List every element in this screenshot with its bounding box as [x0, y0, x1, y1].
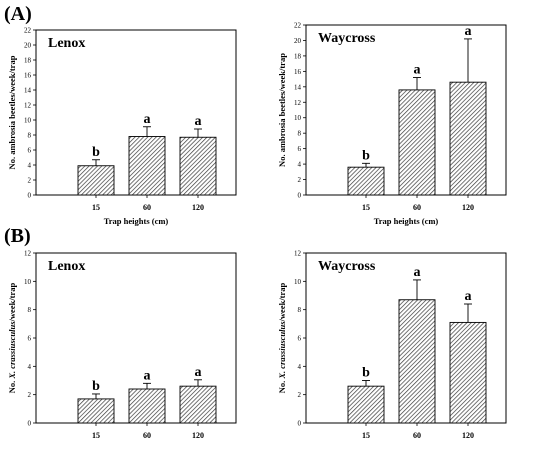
chart-title: Lenox	[48, 36, 85, 51]
y-tick-label: 6	[28, 335, 32, 343]
y-tick-label: 20	[24, 42, 32, 50]
bar	[179, 136, 217, 196]
y-tick-label: 2	[28, 177, 32, 185]
significance-label: a	[144, 112, 151, 127]
y-tick-label: 12	[24, 250, 32, 258]
bar	[128, 388, 166, 424]
x-axis-label: Trap heights (cm)	[104, 216, 169, 226]
bar	[179, 385, 217, 424]
significance-label: b	[92, 379, 100, 394]
y-tick-label: 2	[28, 391, 32, 399]
y-tick-label: 10	[24, 278, 32, 286]
chart-2: 0 2 4 6 8 10 12 14 16 18 20 22 b 15 a 60 a 120 Waycross No.…	[277, 22, 507, 226]
y-tick-label: 12	[294, 250, 302, 258]
y-tick-label: 14	[24, 87, 32, 95]
y-tick-label: 12	[294, 99, 302, 107]
bar	[77, 165, 115, 196]
y-tick-label: 0	[298, 420, 302, 428]
y-tick-label: 2	[298, 391, 302, 399]
x-tick-label: 15	[362, 203, 370, 212]
y-tick-label: 0	[28, 420, 32, 428]
bar	[449, 321, 487, 424]
bar	[398, 89, 436, 196]
significance-label: a	[195, 114, 202, 129]
y-axis-label: No. X. crassiusculus/week/trap	[7, 282, 17, 393]
y-tick-label: 0	[28, 192, 32, 200]
y-tick-label: 4	[28, 363, 32, 371]
panel-label-a: (A)	[4, 3, 32, 25]
y-tick-label: 6	[298, 145, 302, 153]
x-tick-label: 120	[192, 203, 204, 212]
chart-title: Lenox	[48, 259, 85, 274]
bar	[77, 398, 115, 424]
y-tick-label: 20	[294, 37, 302, 45]
y-tick-label: 8	[298, 130, 302, 138]
x-tick-label: 60	[413, 431, 421, 440]
significance-label: b	[362, 148, 370, 163]
bar	[398, 299, 436, 424]
panel-label-b: (B)	[4, 225, 31, 247]
y-tick-label: 14	[294, 83, 302, 91]
y-tick-label: 4	[28, 162, 32, 170]
y-tick-label: 22	[24, 27, 32, 35]
y-tick-label: 10	[294, 114, 302, 122]
x-tick-label: 120	[462, 431, 474, 440]
y-tick-label: 4	[298, 161, 302, 169]
x-tick-label: 60	[413, 203, 421, 212]
bar	[347, 385, 385, 424]
x-tick-label: 15	[92, 431, 100, 440]
y-tick-label: 8	[298, 306, 302, 314]
significance-label: a	[414, 265, 421, 280]
y-tick-label: 10	[294, 278, 302, 286]
y-axis-label: No. X. crassiusculus/week/trap	[277, 282, 287, 393]
chart-title: Waycross	[318, 31, 376, 46]
y-tick-label: 22	[294, 22, 302, 30]
bar	[128, 136, 166, 196]
y-tick-label: 4	[298, 363, 302, 371]
y-tick-label: 8	[28, 132, 32, 140]
chart-title: Waycross	[318, 259, 376, 274]
x-tick-label: 120	[192, 431, 204, 440]
x-tick-label: 60	[143, 203, 151, 212]
y-tick-label: 18	[294, 52, 302, 60]
y-tick-label: 6	[28, 147, 32, 155]
y-tick-label: 0	[298, 192, 302, 200]
significance-label: a	[465, 24, 472, 39]
y-tick-label: 16	[294, 68, 302, 76]
significance-label: a	[144, 368, 151, 383]
x-tick-label: 120	[462, 203, 474, 212]
significance-label: a	[465, 289, 472, 304]
y-axis-label: No. ambrosia beetles/week/trap	[7, 55, 17, 169]
y-tick-label: 10	[24, 117, 32, 125]
chart-4: 0 2 4 6 8 10 12 b 15 a 60 a 120 Waycross No. X. crassi…	[277, 250, 507, 440]
y-tick-label: 18	[24, 57, 32, 65]
chart-3: 0 2 4 6 8 10 12 b 15 a 60 a 120 Lenox No. X. crassiusc…	[7, 250, 237, 440]
x-tick-label: 15	[92, 203, 100, 212]
x-tick-label: 15	[362, 431, 370, 440]
y-axis-label: No. ambrosia beetles/week/trap	[277, 53, 287, 167]
y-tick-label: 2	[298, 176, 302, 184]
significance-label: a	[195, 365, 202, 380]
bar	[347, 166, 385, 196]
chart-1: 0 2 4 6 8 10 12 14 16 18 20 22 b 15 a 60 a 120 Lenox No. am…	[7, 27, 237, 226]
x-axis-label: Trap heights (cm)	[374, 216, 439, 226]
y-tick-label: 12	[24, 102, 32, 110]
x-tick-label: 60	[143, 431, 151, 440]
significance-label: a	[414, 63, 421, 78]
y-tick-label: 6	[298, 335, 302, 343]
significance-label: b	[362, 366, 370, 381]
bar	[449, 81, 487, 196]
significance-label: b	[92, 145, 100, 160]
y-tick-label: 16	[24, 72, 32, 80]
y-tick-label: 8	[28, 306, 32, 314]
